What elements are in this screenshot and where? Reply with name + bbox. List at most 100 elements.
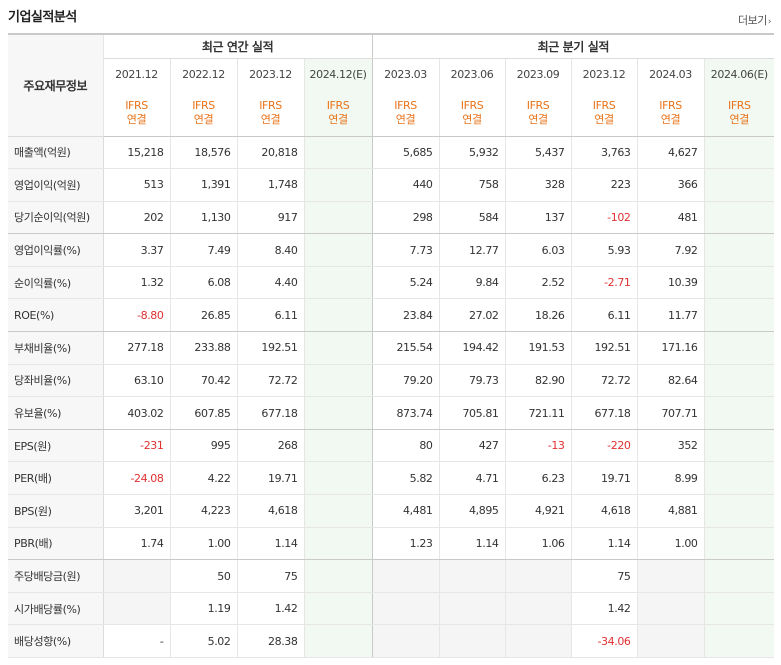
cell-value: 5.93 bbox=[570, 233, 638, 267]
cell-value: 277.18 bbox=[102, 331, 170, 365]
cell-value: 6.11 bbox=[570, 298, 638, 333]
cell-value: -102 bbox=[570, 201, 638, 235]
consolidated-label: 연결 bbox=[328, 113, 348, 127]
more-link[interactable]: 더보기› bbox=[738, 12, 772, 28]
cell-value: -220 bbox=[570, 429, 638, 463]
cell-value: 4,921 bbox=[504, 494, 572, 528]
table-row: 당기순이익(억원) 202 1,130 917 298 584 137 -102 481 bbox=[8, 201, 775, 235]
cell-value: 513 bbox=[102, 168, 170, 202]
cell-value: 11.77 bbox=[636, 298, 705, 333]
cell-value bbox=[703, 136, 775, 170]
cell-value: 328 bbox=[504, 168, 572, 202]
cell-value: 5.24 bbox=[371, 266, 440, 300]
cell-value: 1.19 bbox=[169, 592, 237, 626]
cell-value: 6.03 bbox=[504, 233, 572, 267]
table-row: 유보율(%) 403.02 607.85 677.18 873.74 705.81 721.… bbox=[8, 396, 775, 430]
quarter-group-header: 최근 분기 실적 bbox=[371, 33, 775, 59]
cell-value: 191.53 bbox=[504, 331, 572, 365]
cell-value: 677.18 bbox=[236, 396, 304, 430]
cell-value: 6.11 bbox=[236, 298, 304, 333]
cell-value bbox=[303, 233, 373, 267]
cell-value: 1,130 bbox=[169, 201, 237, 235]
cell-value: 8.40 bbox=[236, 233, 304, 267]
row-label: 매출액(억원) bbox=[8, 136, 104, 170]
period-header: 2023.12 bbox=[570, 58, 638, 91]
ifrs-badge: IFRS 연결 bbox=[636, 91, 705, 137]
cell-value: 9.84 bbox=[438, 266, 506, 300]
cell-value: 4,481 bbox=[371, 494, 440, 528]
cell-value bbox=[504, 592, 572, 626]
cell-value: 1.74 bbox=[102, 527, 170, 561]
row-label: 부채비율(%) bbox=[8, 331, 104, 365]
cell-value bbox=[703, 233, 775, 267]
row-label: 유보율(%) bbox=[8, 396, 104, 430]
table-row: 부채비율(%) 277.18 233.88 192.51 215.54 194.42 191… bbox=[8, 331, 775, 365]
consolidated-label: 연결 bbox=[395, 113, 416, 127]
cell-value bbox=[703, 527, 775, 561]
ifrs-badge: IFRS 연결 bbox=[169, 91, 237, 137]
cell-value: -231 bbox=[102, 429, 170, 463]
ifrs-label: IFRS bbox=[526, 99, 550, 113]
cell-value: 1.32 bbox=[102, 266, 170, 300]
cell-value: 298 bbox=[371, 201, 440, 235]
cell-value: 23.84 bbox=[371, 298, 440, 333]
consolidated-label: 연결 bbox=[260, 113, 281, 127]
cell-value: 7.73 bbox=[371, 233, 440, 267]
cell-value bbox=[303, 201, 373, 235]
consolidated-label: 연결 bbox=[126, 113, 147, 127]
cell-value: -34.06 bbox=[570, 624, 638, 658]
cell-value: -8.80 bbox=[102, 298, 170, 333]
row-label: BPS(원) bbox=[8, 494, 104, 528]
cell-value bbox=[371, 624, 440, 658]
financial-table: 주요재무정보 최근 연간 실적 최근 분기 실적 2021.12 2022.12 2… bbox=[8, 33, 775, 658]
row-label: PBR(배) bbox=[8, 527, 104, 561]
cell-value: 403.02 bbox=[102, 396, 170, 430]
section-title: 기업실적분석 bbox=[8, 10, 77, 25]
row-label: EPS(원) bbox=[8, 429, 104, 463]
cell-value: 192.51 bbox=[570, 331, 638, 365]
cell-value: 27.02 bbox=[438, 298, 506, 333]
row-label: 영업이익률(%) bbox=[8, 233, 104, 267]
cell-value bbox=[703, 624, 775, 658]
period-header: 2021.12 bbox=[102, 58, 170, 91]
cell-value: 4,881 bbox=[636, 494, 705, 528]
cell-value: 80 bbox=[371, 429, 440, 463]
ifrs-badge: IFRS 연결 bbox=[371, 91, 440, 137]
period-header: 2023.09 bbox=[504, 58, 572, 91]
cell-value: 1.14 bbox=[236, 527, 304, 561]
cell-value: 995 bbox=[169, 429, 237, 463]
cell-value: 4,627 bbox=[636, 136, 705, 170]
cell-value: 721.11 bbox=[504, 396, 572, 430]
ifrs-label: IFRS bbox=[192, 99, 215, 113]
row-label: 주당배당금(원) bbox=[8, 559, 104, 593]
row-label: 당좌비율(%) bbox=[8, 364, 104, 398]
cell-value bbox=[438, 559, 506, 593]
cell-value: 28.38 bbox=[236, 624, 304, 658]
cell-value bbox=[303, 592, 373, 626]
ifrs-label: IFRS bbox=[460, 99, 484, 113]
cell-value: 873.74 bbox=[371, 396, 440, 430]
consolidated-label: 연결 bbox=[594, 113, 614, 127]
cell-value: 5,437 bbox=[504, 136, 572, 170]
ifrs-label: IFRS bbox=[326, 99, 350, 113]
cell-value: 4.71 bbox=[438, 461, 506, 496]
cell-value bbox=[303, 266, 373, 300]
annual-group-header: 최근 연간 실적 bbox=[102, 33, 373, 59]
cell-value: 192.51 bbox=[236, 331, 304, 365]
cell-value: 18.26 bbox=[504, 298, 572, 333]
cell-value bbox=[703, 592, 775, 626]
cell-value: 584 bbox=[438, 201, 506, 235]
cell-value bbox=[303, 168, 373, 202]
consolidated-label: 연결 bbox=[462, 113, 482, 127]
cell-value bbox=[371, 592, 440, 626]
cell-value: 677.18 bbox=[570, 396, 638, 430]
cell-value: 352 bbox=[636, 429, 705, 463]
cell-value: 4.22 bbox=[169, 461, 237, 496]
cell-value: 72.72 bbox=[570, 364, 638, 398]
ifrs-label: IFRS bbox=[727, 99, 751, 113]
row-label: ROE(%) bbox=[8, 298, 104, 333]
cell-value: 3,763 bbox=[570, 136, 638, 170]
cell-value bbox=[703, 429, 775, 463]
cell-value: 202 bbox=[102, 201, 170, 235]
cell-value: 1.14 bbox=[570, 527, 638, 561]
